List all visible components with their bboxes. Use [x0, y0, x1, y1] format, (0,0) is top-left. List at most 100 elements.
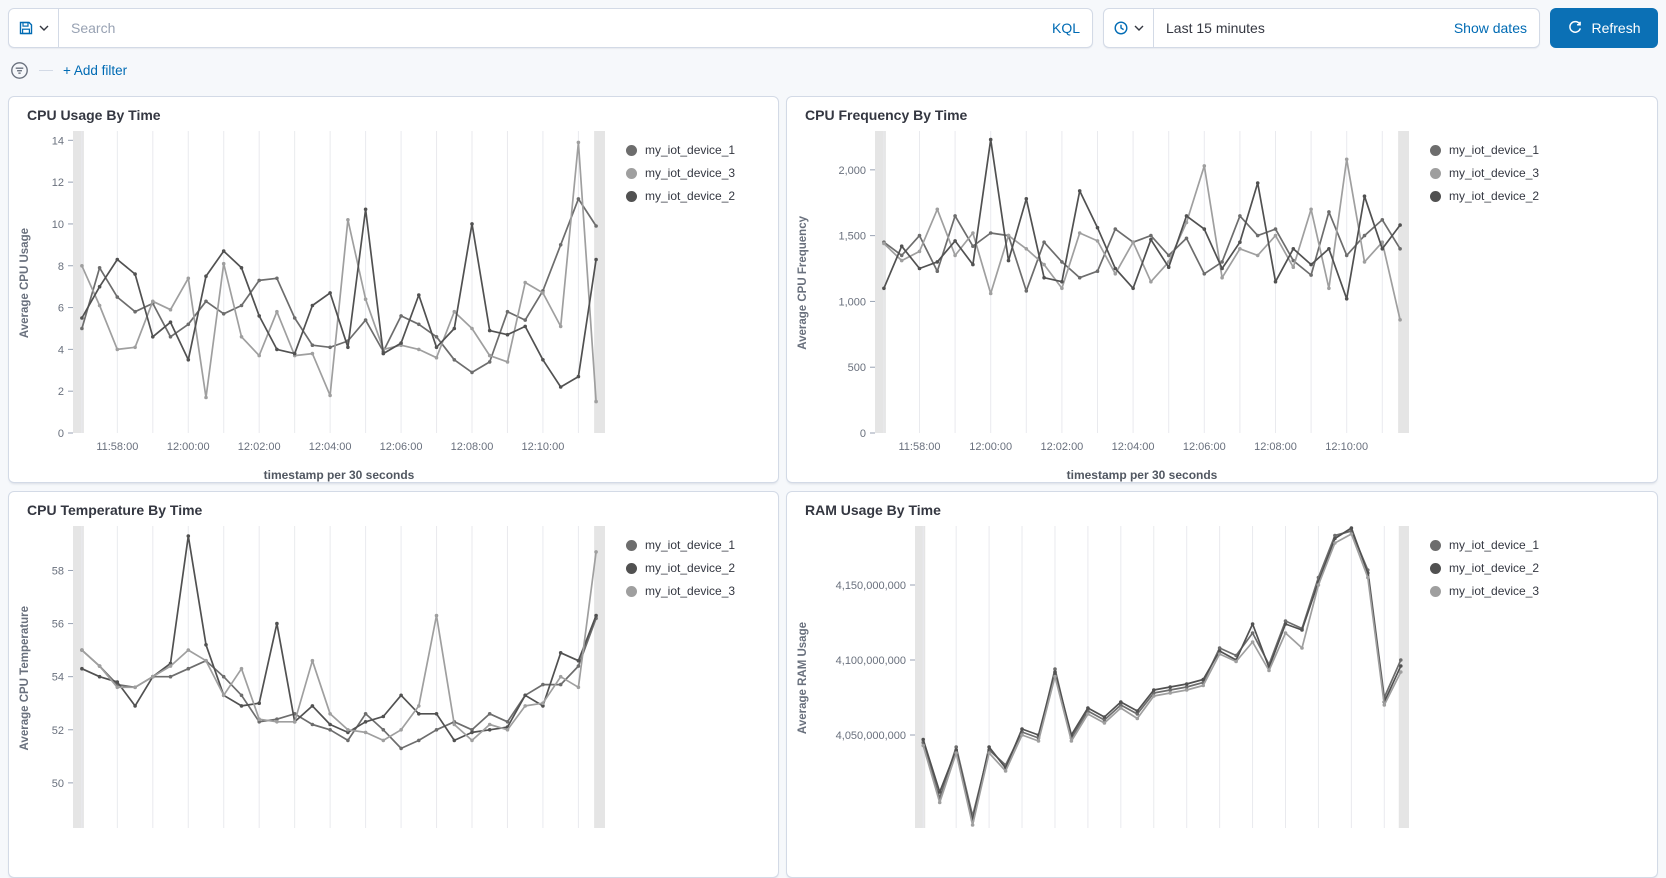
refresh-icon [1569, 20, 1582, 33]
legend-dot-icon [1430, 144, 1441, 156]
query-bar: KQL Last 15 minutes Show dates Refresh [8, 8, 1658, 48]
svg-text:54: 54 [52, 672, 64, 684]
time-menu-button[interactable] [1104, 9, 1154, 47]
line-chart[interactable]: 4,050,000,000 4,100,000,000 4,150,000,000 [811, 524, 1416, 861]
legend-label: my_iot_device_1 [645, 143, 736, 157]
y-axis-title: Average CPU Frequency [797, 216, 809, 350]
svg-text:52: 52 [52, 725, 64, 737]
legend-item[interactable]: my_iot_device_1 [1430, 538, 1649, 552]
legend-item[interactable]: my_iot_device_3 [1430, 166, 1649, 180]
kql-language-button[interactable]: KQL [1051, 20, 1080, 36]
svg-text:10: 10 [52, 219, 64, 231]
svg-text:1,000: 1,000 [838, 296, 866, 308]
svg-text:12:00:00: 12:00:00 [167, 441, 210, 453]
add-filter-button[interactable]: + Add filter [63, 62, 128, 78]
legend-label: my_iot_device_3 [1449, 166, 1540, 180]
svg-text:56: 56 [52, 619, 64, 631]
refresh-button[interactable]: Refresh [1550, 8, 1658, 48]
svg-text:12:02:00: 12:02:00 [238, 441, 281, 453]
svg-text:12:00:00: 12:00:00 [969, 441, 1012, 453]
legend-item[interactable]: my_iot_device_2 [626, 561, 770, 575]
panel-title: CPU Frequency By Time [805, 107, 968, 123]
time-range-value[interactable]: Last 15 minutes [1166, 20, 1265, 36]
x-axis-title: timestamp per 30 seconds [1066, 468, 1218, 482]
panel-cpu-usage: CPU Usage By Time Average CPU Usage 0 2 4 6… [8, 96, 779, 483]
legend-item[interactable]: my_iot_device_3 [626, 166, 770, 180]
panel-cpu-temperature: CPU Temperature By Time Average CPU Temp… [8, 491, 779, 878]
svg-text:4: 4 [58, 344, 64, 356]
save-query-button[interactable] [9, 9, 59, 47]
legend-dot-icon [626, 562, 637, 574]
legend-label: my_iot_device_2 [645, 561, 736, 575]
legend-label: my_iot_device_3 [1449, 584, 1540, 598]
search-input[interactable] [59, 20, 1040, 36]
dashboard-grid: CPU Usage By Time Average CPU Usage 0 2 4 6… [8, 96, 1658, 878]
svg-text:12:08:00: 12:08:00 [451, 441, 494, 453]
legend-dot-icon [1430, 167, 1441, 179]
svg-text:11:58:00: 11:58:00 [96, 441, 138, 453]
filter-divider [39, 69, 53, 71]
panel-ram-usage: RAM Usage By Time Average RAM Usage 4,05… [786, 491, 1658, 878]
legend-dot-icon [626, 585, 637, 597]
search-box: KQL [8, 8, 1093, 48]
svg-text:12:10:00: 12:10:00 [522, 441, 565, 453]
legend-dot-icon [1430, 585, 1441, 597]
legend-label: my_iot_device_2 [645, 189, 736, 203]
panel-cpu-frequency: CPU Frequency By Time Average CPU Freque… [786, 96, 1658, 483]
svg-text:12:06:00: 12:06:00 [1183, 441, 1226, 453]
legend-label: my_iot_device_1 [1449, 143, 1540, 157]
show-dates-button[interactable]: Show dates [1453, 20, 1527, 36]
chart-legend: my_iot_device_1 my_iot_device_3 my_iot_dev… [612, 129, 770, 482]
legend-dot-icon [1430, 190, 1441, 202]
svg-text:2: 2 [58, 386, 64, 398]
svg-text:2,000: 2,000 [838, 165, 866, 177]
svg-text:500: 500 [848, 362, 866, 374]
panel-title: CPU Usage By Time [27, 107, 161, 123]
legend-dot-icon [1430, 539, 1441, 551]
legend-item[interactable]: my_iot_device_1 [626, 143, 770, 157]
time-picker: Last 15 minutes Show dates [1103, 8, 1540, 48]
legend-label: my_iot_device_2 [1449, 561, 1540, 575]
svg-text:12:08:00: 12:08:00 [1254, 441, 1297, 453]
line-chart[interactable]: 0 2 4 6 8 10 12 14 11:58:00 12:00:00 12:02:00 12:04… [33, 129, 612, 466]
line-chart[interactable]: 0 500 1,000 1,500 2,000 11:58:00 12:00:00 12:02… [811, 129, 1416, 466]
legend-item[interactable]: my_iot_device_1 [1430, 143, 1649, 157]
svg-text:4,050,000,000: 4,050,000,000 [836, 730, 906, 742]
legend-item[interactable]: my_iot_device_2 [1430, 189, 1649, 203]
y-axis-title: Average CPU Usage [19, 227, 31, 339]
save-icon [19, 21, 33, 35]
y-axis-title: Average RAM Usage [797, 621, 809, 735]
legend-label: my_iot_device_3 [645, 584, 736, 598]
y-axis-title: Average CPU Temperature [19, 605, 31, 751]
svg-text:12:10:00: 12:10:00 [1325, 441, 1368, 453]
legend-label: my_iot_device_2 [1449, 189, 1540, 203]
clock-icon [1114, 21, 1128, 35]
svg-text:12:06:00: 12:06:00 [380, 441, 423, 453]
filter-menu-icon[interactable] [10, 61, 29, 80]
legend-dot-icon [626, 167, 637, 179]
svg-text:11:58:00: 11:58:00 [898, 441, 940, 453]
svg-text:0: 0 [860, 428, 866, 440]
legend-item[interactable]: my_iot_device_3 [626, 584, 770, 598]
legend-item[interactable]: my_iot_device_2 [1430, 561, 1649, 575]
svg-text:14: 14 [52, 135, 64, 147]
svg-text:12: 12 [52, 177, 64, 189]
legend-item[interactable]: my_iot_device_3 [1430, 584, 1649, 598]
svg-text:12:04:00: 12:04:00 [1112, 441, 1155, 453]
svg-text:4,100,000,000: 4,100,000,000 [836, 655, 906, 667]
svg-text:58: 58 [52, 565, 64, 577]
legend-label: my_iot_device_1 [1449, 538, 1540, 552]
svg-text:1,500: 1,500 [838, 231, 866, 243]
legend-label: my_iot_device_1 [645, 538, 736, 552]
legend-item[interactable]: my_iot_device_2 [626, 189, 770, 203]
svg-text:4,150,000,000: 4,150,000,000 [836, 580, 906, 592]
line-chart[interactable]: 50 52 54 56 58 [33, 524, 612, 861]
panel-title: RAM Usage By Time [805, 502, 941, 518]
svg-text:6: 6 [58, 303, 64, 315]
legend-dot-icon [626, 190, 637, 202]
svg-text:0: 0 [58, 428, 64, 440]
chart-legend: my_iot_device_1 my_iot_device_3 my_iot_dev… [1416, 129, 1649, 482]
svg-text:50: 50 [52, 778, 64, 790]
legend-item[interactable]: my_iot_device_1 [626, 538, 770, 552]
filter-bar: + Add filter [10, 57, 1658, 83]
